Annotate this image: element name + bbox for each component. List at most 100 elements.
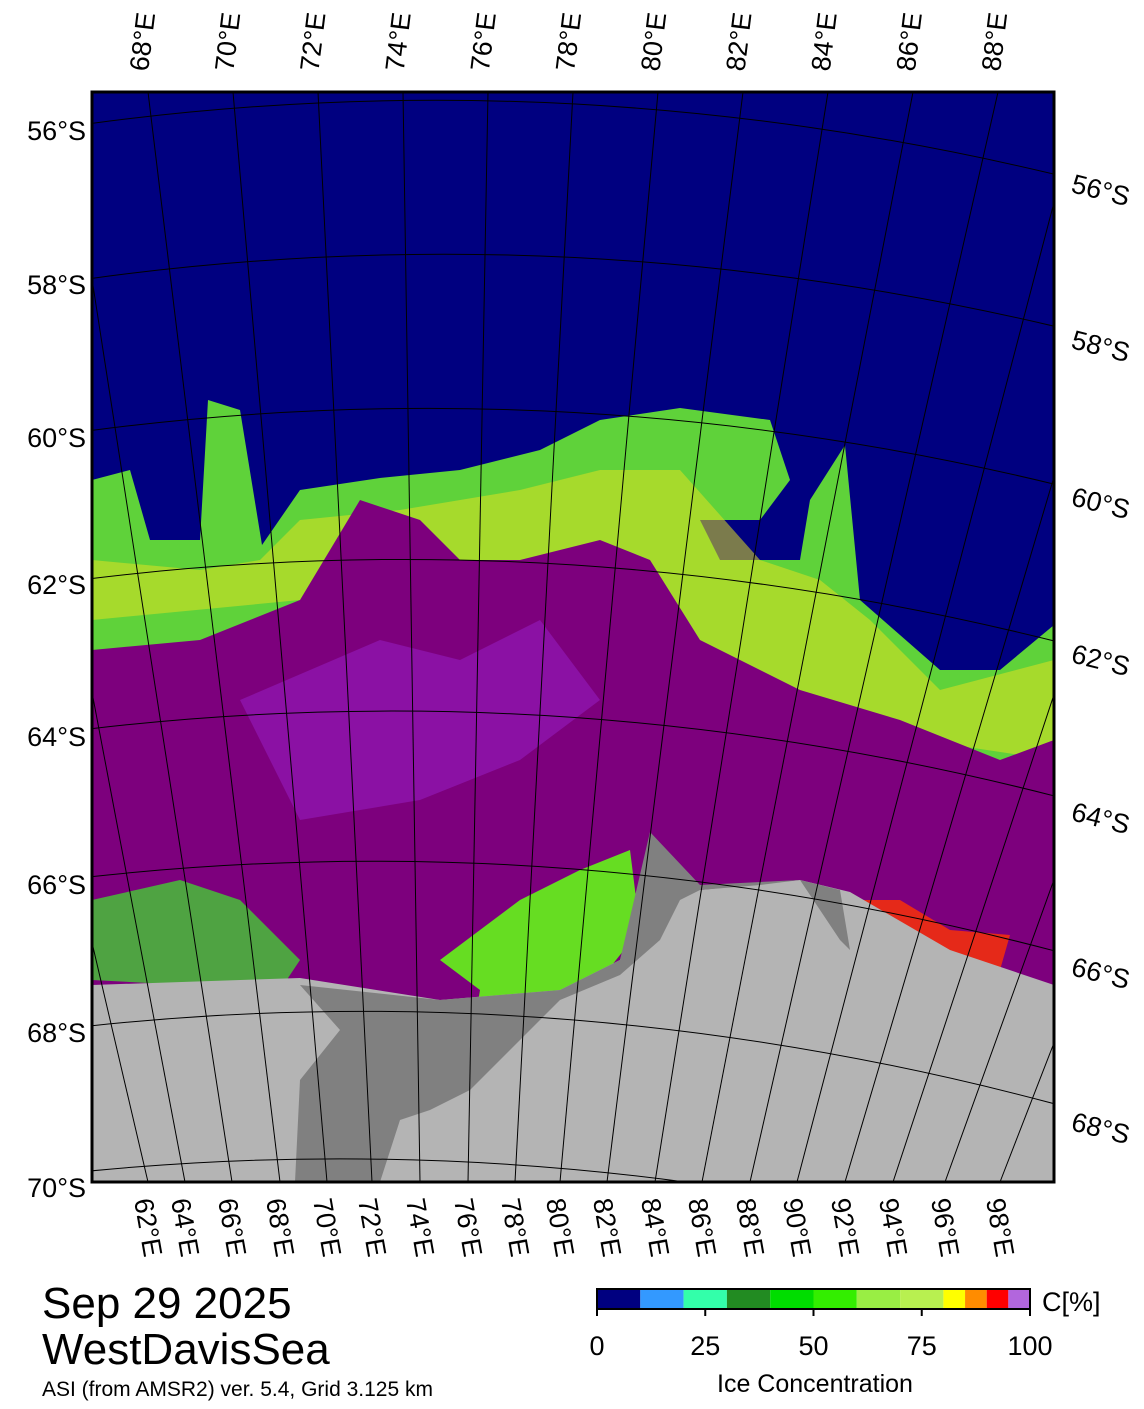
left-lat-label: 68°S xyxy=(27,1018,86,1048)
left-lat-label: 58°S xyxy=(27,270,86,300)
map xyxy=(92,92,1054,1182)
bottom-lon-label: 96°E xyxy=(925,1196,965,1259)
longitude-line xyxy=(92,689,186,1182)
longitude-line xyxy=(844,474,1054,1182)
graticule xyxy=(92,92,1054,1182)
bottom-lon-label: 80°E xyxy=(540,1196,580,1259)
top-lon-label: 76°E xyxy=(465,11,502,73)
top-lon-label: 68°E xyxy=(124,11,161,73)
longitude-line xyxy=(147,92,281,1182)
bottom-lon-label: 78°E xyxy=(495,1196,535,1259)
colorbar-segment xyxy=(965,1289,987,1309)
longitude-line xyxy=(749,92,999,1182)
colorbar-tick-label: 25 xyxy=(690,1331,720,1361)
latitude-line xyxy=(92,860,1054,952)
bottom-lon-label: 92°E xyxy=(825,1196,865,1259)
bottom-lon-label: 94°E xyxy=(873,1196,913,1259)
top-lon-label: 84°E xyxy=(806,11,843,73)
top-lon-label: 82°E xyxy=(721,11,758,73)
longitude-line xyxy=(892,692,1054,1182)
ice-shelf xyxy=(295,832,850,1182)
colorbar-label: Ice Concentration xyxy=(717,1370,913,1398)
colorbar-segment xyxy=(856,1289,901,1309)
colorbar-segment xyxy=(726,1289,771,1309)
latitude-line xyxy=(92,407,1054,485)
date: Sep 29 2025 xyxy=(42,1279,292,1328)
right-lat-label: 66°S xyxy=(1069,952,1133,995)
top-lon-label: 80°E xyxy=(635,11,672,73)
left-lat-label: 60°S xyxy=(27,423,86,453)
right-lat-label: 62°S xyxy=(1069,639,1133,682)
colorbar-segment xyxy=(770,1289,814,1309)
colorbar: 0 25 50 75 100 xyxy=(589,1288,1053,1361)
colorbar-segment xyxy=(943,1289,966,1309)
colorbar-segment xyxy=(900,1289,944,1309)
longitude-line xyxy=(402,92,421,1182)
latitude-line xyxy=(92,1158,689,1182)
colorbar-segment xyxy=(813,1289,857,1309)
colorbar-segment xyxy=(986,1289,1009,1309)
latitude-line xyxy=(92,558,1054,642)
latitude-line xyxy=(92,253,1054,327)
longitude-line xyxy=(317,92,373,1182)
right-lat-label: 60°S xyxy=(1069,482,1133,525)
colorbar-segment xyxy=(683,1289,727,1309)
left-lat-label: 56°S xyxy=(27,116,86,146)
bottom-lon-label: 68°E xyxy=(260,1196,300,1259)
colorbar-tick-label: 100 xyxy=(1007,1331,1052,1361)
longitude-line xyxy=(944,878,1054,1182)
left-lat-label: 70°S xyxy=(27,1173,86,1203)
ice-mixed xyxy=(92,470,1054,760)
top-lon-label: 72°E xyxy=(295,11,332,73)
left-lat-label: 66°S xyxy=(27,870,86,900)
longitude-line xyxy=(559,92,659,1182)
bottom-lon-label: 82°E xyxy=(587,1196,627,1259)
longitude-line xyxy=(467,92,489,1182)
colorbar-segment xyxy=(640,1289,684,1309)
bottom-lon-label: 88°E xyxy=(730,1196,770,1259)
bottom-lon-label: 62°E xyxy=(128,1196,168,1259)
longitude-line xyxy=(796,200,1054,1182)
top-lon-label: 70°E xyxy=(209,11,246,73)
right-lat-label: 56°S xyxy=(1069,169,1133,212)
bottom-lon-label: 98°E xyxy=(980,1196,1020,1259)
colorbar-tick-label: 75 xyxy=(907,1331,937,1361)
left-lat-label: 62°S xyxy=(27,570,86,600)
longitude-line xyxy=(654,92,829,1182)
top-lon-label: 74°E xyxy=(380,11,417,73)
longitude-line xyxy=(514,92,574,1182)
colorbar-segment xyxy=(1008,1289,1030,1309)
colorbar-segment xyxy=(597,1289,641,1309)
bottom-lon-label: 66°E xyxy=(212,1196,252,1259)
latitude-line xyxy=(92,99,1054,175)
right-lat-label: 58°S xyxy=(1069,325,1133,368)
top-lon-label: 86°E xyxy=(891,11,928,73)
right-lat-label: 68°S xyxy=(1069,1107,1133,1150)
ice-band-west xyxy=(92,880,300,990)
map-labels: 68°E 70°E 72°E 74°E 76°E 78°E 80°E 82°E 84°E 86°E… xyxy=(27,11,1133,1259)
colorbar-tick-label: 0 xyxy=(589,1331,604,1361)
top-lon-label: 78°E xyxy=(550,11,587,73)
longitude-line xyxy=(92,275,233,1182)
bottom-lon-label: 70°E xyxy=(307,1196,347,1259)
longitude-line xyxy=(606,92,744,1182)
bottom-lon-label: 84°E xyxy=(635,1196,675,1259)
longitude-line xyxy=(92,940,149,1182)
map-frame xyxy=(90,90,1056,1184)
left-lat-label: 64°S xyxy=(27,722,86,752)
ice-pack-inner xyxy=(240,620,600,820)
longitude-line xyxy=(232,92,328,1182)
longitude-line xyxy=(701,92,914,1182)
latitude-line xyxy=(92,1010,1054,1105)
top-lon-label: 88°E xyxy=(976,11,1013,73)
bottom-lon-label: 90°E xyxy=(777,1196,817,1259)
right-lat-label: 64°S xyxy=(1069,797,1133,840)
source: ASI (from AMSR2) ver. 5.4, Grid 3.125 km xyxy=(42,1378,433,1401)
colorbar-unit: C[%] xyxy=(1042,1287,1101,1317)
region: WestDavisSea xyxy=(42,1325,330,1374)
bottom-lon-label: 74°E xyxy=(400,1196,440,1259)
bottom-lon-label: 64°E xyxy=(165,1196,205,1259)
bottom-lon-label: 72°E xyxy=(352,1196,392,1259)
colorbar-tick-label: 50 xyxy=(798,1331,828,1361)
